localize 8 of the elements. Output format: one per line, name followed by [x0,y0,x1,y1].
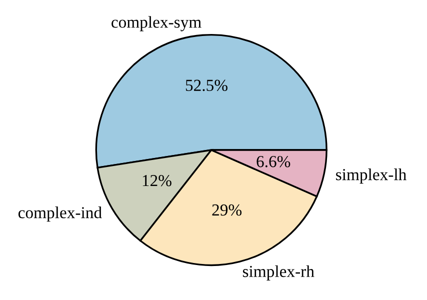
slice-label: simplex-lh [336,168,406,184]
data-label: 52.5% [186,80,228,92]
slice-label: simplex-rh [242,265,314,280]
data-label: 6.6% [256,156,290,168]
slice-label: complex-sym [112,16,202,32]
data-label: 12% [142,174,172,186]
slice-label: complex-ind [18,206,102,222]
data-label: 29% [212,204,242,216]
